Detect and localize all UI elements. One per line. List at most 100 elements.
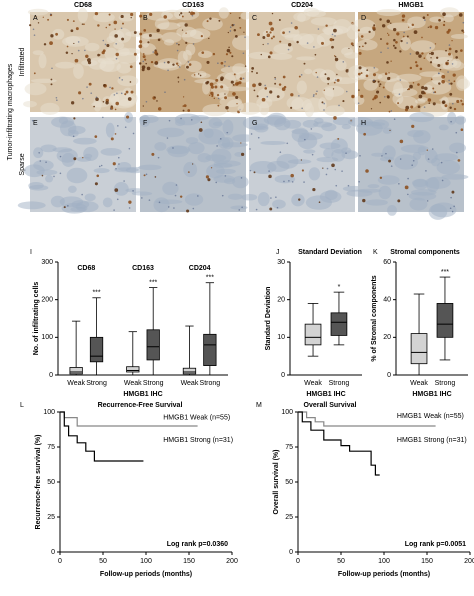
nucleus [424, 19, 426, 21]
stained-cell [449, 92, 453, 96]
tissue-texture [23, 164, 45, 178]
stained-cell [127, 97, 132, 101]
tissue-texture [27, 8, 49, 16]
stained-cell [366, 69, 369, 72]
nucleus [117, 156, 120, 159]
tissue-texture [332, 117, 354, 126]
stained-cell [401, 18, 405, 22]
nucleus [250, 133, 253, 135]
tissue-texture [157, 127, 185, 138]
stained-cell [167, 60, 170, 64]
stained-cell [224, 96, 228, 100]
significance: *** [206, 275, 214, 282]
stained-cell [278, 18, 281, 21]
nucleus [56, 99, 58, 101]
stained-cell [252, 83, 256, 88]
tissue-texture [197, 152, 212, 163]
x-axis-label: Follow-up periods (months) [338, 571, 430, 578]
stained-cell [270, 37, 273, 40]
tissue-texture [441, 174, 469, 180]
stained-cell [229, 12, 232, 15]
stained-cell [421, 52, 424, 55]
nucleus [180, 117, 182, 120]
tissue-texture [291, 193, 305, 207]
y-tick-label: 0 [289, 549, 293, 556]
nucleus [452, 102, 454, 105]
stained-cell [205, 81, 209, 85]
y-tick-label: 100 [43, 409, 55, 416]
nucleus [148, 199, 151, 201]
stained-cell [251, 70, 254, 73]
tissue-texture [70, 206, 86, 212]
tissue-texture [93, 168, 110, 174]
stained-cell [253, 171, 256, 174]
tissue-texture [51, 116, 75, 128]
stained-cell [215, 78, 219, 82]
tissue-texture [321, 123, 337, 132]
stained-cell [72, 20, 75, 23]
significance: *** [92, 290, 100, 297]
tissue-texture [371, 119, 390, 130]
stained-cell [183, 104, 187, 108]
stained-cell [312, 187, 316, 192]
stained-cell [419, 67, 423, 71]
tissue-texture [341, 124, 351, 130]
nucleus [95, 96, 98, 99]
stained-cell [266, 33, 271, 38]
nucleus [242, 77, 245, 80]
nucleus [313, 93, 315, 96]
stained-cell [229, 51, 232, 54]
stained-cell [390, 60, 392, 62]
tissue-texture [50, 195, 65, 208]
stained-cell [358, 45, 361, 48]
y-tick-label: 0 [281, 372, 285, 379]
tissue-texture [280, 27, 300, 38]
stained-cell [447, 59, 449, 62]
nucleus [115, 167, 117, 170]
stained-cell [141, 68, 145, 72]
stained-cell [417, 105, 421, 109]
nucleus [390, 110, 393, 112]
stained-cell [449, 106, 452, 110]
stained-cell [148, 34, 152, 37]
survival-curve [298, 411, 436, 427]
stained-cell [157, 38, 161, 42]
nucleus [102, 39, 105, 42]
tissue-texture [73, 137, 97, 145]
stained-cell [406, 35, 409, 38]
stained-cell [455, 56, 458, 59]
nucleus [166, 137, 169, 139]
y-tick-label: 0 [51, 549, 55, 556]
tissue-texture [407, 130, 424, 138]
stained-cell [409, 84, 413, 89]
y-tick-label: 30 [277, 259, 285, 266]
stained-cell [269, 31, 272, 34]
stained-cell [206, 20, 209, 23]
tissue-texture [308, 167, 321, 181]
nucleus [90, 92, 93, 94]
stained-cell [35, 15, 37, 18]
nucleus [300, 74, 303, 76]
stained-cell [130, 16, 132, 19]
tissue-texture [61, 152, 76, 167]
tissue-texture [291, 97, 312, 112]
stained-cell [224, 93, 226, 95]
nucleus [242, 52, 245, 55]
tissue-texture [451, 58, 462, 69]
panel-letter: C [252, 15, 257, 22]
stained-cell [462, 31, 465, 33]
row-group-label: Tumor-infiltrating macrophages [7, 63, 14, 160]
stained-cell [41, 174, 44, 177]
nucleus [266, 95, 269, 98]
nucleus [168, 119, 171, 122]
x-tick-label: 200 [464, 558, 474, 565]
tissue-texture [116, 62, 132, 74]
stained-cell [205, 175, 209, 179]
tissue-texture [183, 161, 198, 178]
stained-cell [439, 68, 442, 71]
stained-cell [210, 167, 213, 169]
tissue-texture [216, 72, 236, 89]
nucleus [447, 71, 449, 73]
stained-cell [434, 91, 437, 94]
tissue-texture [314, 117, 324, 124]
